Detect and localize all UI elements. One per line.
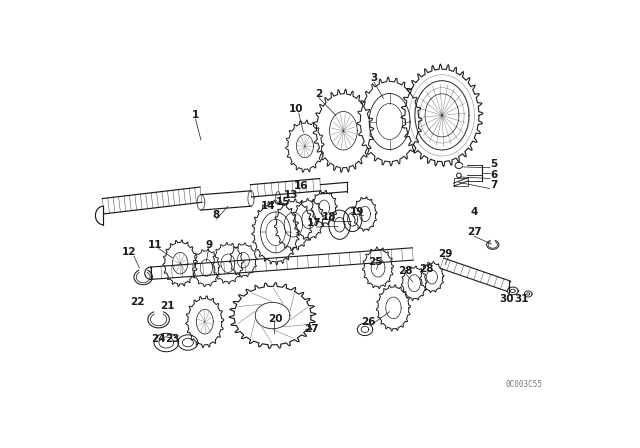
- Text: 25: 25: [369, 257, 383, 267]
- Text: 1: 1: [192, 110, 199, 121]
- Text: 18: 18: [323, 212, 337, 222]
- Text: 20: 20: [268, 314, 283, 324]
- Text: 0C003C55: 0C003C55: [505, 380, 542, 389]
- Text: 14: 14: [260, 201, 275, 211]
- Polygon shape: [454, 178, 468, 186]
- Text: 4: 4: [470, 207, 478, 217]
- Text: 23: 23: [165, 334, 180, 344]
- Text: 21: 21: [161, 302, 175, 311]
- Text: 30: 30: [499, 293, 514, 304]
- Text: 28: 28: [397, 266, 412, 276]
- Text: 9: 9: [205, 240, 212, 250]
- Text: 3: 3: [371, 73, 378, 83]
- Text: 31: 31: [515, 293, 529, 304]
- Text: 29: 29: [438, 249, 452, 259]
- Text: 12: 12: [122, 247, 136, 258]
- Text: 11: 11: [147, 240, 162, 250]
- Text: 8: 8: [212, 211, 220, 220]
- Text: 16: 16: [294, 181, 308, 191]
- Text: 5: 5: [490, 159, 497, 169]
- Text: 13: 13: [284, 190, 298, 200]
- Text: 27: 27: [304, 324, 318, 334]
- Text: 19: 19: [350, 207, 364, 217]
- Text: 27: 27: [467, 228, 482, 237]
- Text: 24: 24: [151, 334, 166, 344]
- Text: 22: 22: [130, 297, 144, 307]
- Text: 15: 15: [276, 197, 291, 207]
- Text: 7: 7: [490, 180, 497, 190]
- Text: 2: 2: [315, 89, 323, 99]
- Text: 17: 17: [307, 218, 321, 228]
- Text: 28: 28: [419, 264, 434, 274]
- Text: 10: 10: [289, 104, 303, 114]
- Text: 26: 26: [361, 317, 375, 327]
- Text: 6: 6: [490, 170, 497, 180]
